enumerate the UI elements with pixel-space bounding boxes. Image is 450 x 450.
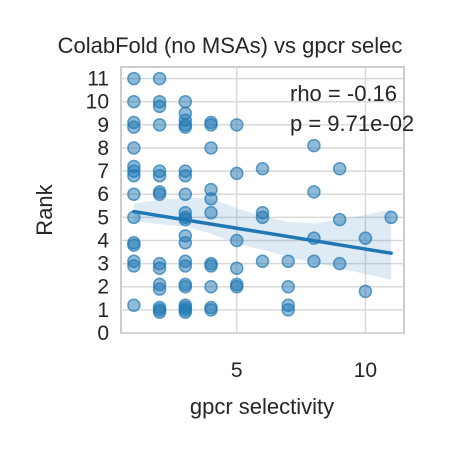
y-tick-label: 4 xyxy=(97,229,109,252)
data-point xyxy=(230,261,244,275)
data-point xyxy=(178,168,193,183)
data-point xyxy=(178,187,193,201)
data-point xyxy=(307,254,321,269)
data-point xyxy=(230,166,244,181)
data-point xyxy=(127,71,141,86)
y-tick-label: 11 xyxy=(87,68,109,91)
data-point xyxy=(178,118,193,132)
data-point xyxy=(255,254,270,269)
x-tick-label: 5 xyxy=(231,359,243,382)
data-point xyxy=(152,118,167,132)
data-point xyxy=(152,71,167,86)
data-point xyxy=(178,259,193,273)
data-point xyxy=(281,254,295,269)
confidence-band xyxy=(133,197,392,280)
data-point xyxy=(204,141,218,155)
data-point xyxy=(204,118,218,132)
y-tick-label: 1 xyxy=(97,299,109,322)
data-point xyxy=(230,277,244,292)
data-point xyxy=(281,279,295,294)
x-tick-label: 10 xyxy=(354,359,377,382)
x-axis-label: gpcr selectivity xyxy=(190,394,334,419)
data-point xyxy=(255,162,270,176)
y-tick-label: 7 xyxy=(97,160,109,183)
data-point xyxy=(230,233,244,248)
y-axis-label: Rank xyxy=(32,183,57,235)
data-point xyxy=(204,259,218,273)
y-tick-label: 10 xyxy=(86,91,109,114)
data-point xyxy=(127,298,141,312)
chart-title: ColabFold (no MSAs) vs gpcr selec xyxy=(58,33,403,58)
data-point xyxy=(332,256,347,271)
data-point xyxy=(127,238,141,252)
data-point xyxy=(178,236,193,250)
data-point xyxy=(255,210,270,225)
data-point xyxy=(204,303,218,317)
y-tick-label: 2 xyxy=(97,276,109,299)
data-point xyxy=(332,212,347,227)
rho-annotation: rho = -0.16 xyxy=(290,81,397,106)
data-point xyxy=(307,185,321,199)
data-point xyxy=(152,305,167,319)
data-point xyxy=(230,118,244,132)
confidence-band-area xyxy=(133,197,392,280)
data-point xyxy=(152,185,167,199)
plot-area xyxy=(120,66,405,334)
y-tick-label: 3 xyxy=(97,253,109,276)
data-point xyxy=(204,205,218,220)
p-value-annotation: p = 9.71e-02 xyxy=(290,111,414,136)
data-point xyxy=(178,94,193,109)
y-tick-label: 5 xyxy=(97,206,109,229)
data-point xyxy=(127,94,141,109)
y-tick-label: 9 xyxy=(97,114,109,137)
data-point xyxy=(358,231,373,245)
data-point xyxy=(204,279,218,294)
data-point xyxy=(127,187,141,201)
data-points xyxy=(127,71,398,319)
data-point xyxy=(127,120,141,134)
regression-line-group xyxy=(132,209,393,255)
y-tick-label: 0 xyxy=(97,322,109,345)
data-point xyxy=(384,210,398,225)
data-point xyxy=(204,192,218,206)
data-point xyxy=(358,284,373,299)
data-point xyxy=(152,99,167,114)
data-point xyxy=(152,168,167,183)
y-tick-label: 8 xyxy=(97,137,109,160)
data-point xyxy=(127,141,141,155)
data-point xyxy=(127,259,141,273)
data-point xyxy=(178,305,193,319)
data-point xyxy=(307,138,321,153)
regression-line xyxy=(132,209,393,255)
data-point xyxy=(152,261,167,275)
data-point xyxy=(281,303,295,317)
data-point xyxy=(127,168,141,183)
data-point xyxy=(332,162,347,176)
data-point xyxy=(152,282,167,296)
y-tick-label: 6 xyxy=(97,183,109,206)
grid xyxy=(121,67,404,334)
data-point xyxy=(178,277,193,292)
